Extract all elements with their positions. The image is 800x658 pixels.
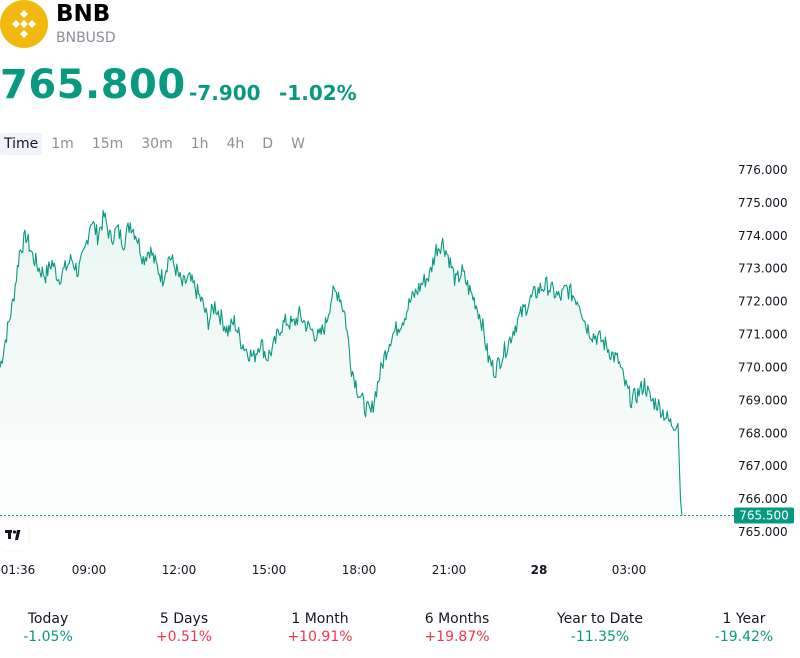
x-tick-label: 15:00: [252, 563, 287, 577]
period-1-month[interactable]: 1 Month +10.91%: [260, 611, 380, 645]
y-tick-label: 774.000: [738, 229, 788, 243]
timeframe-30m[interactable]: 30m: [141, 136, 173, 152]
period-value: +10.91%: [287, 629, 353, 645]
price-area-fill: [0, 210, 682, 516]
x-tick-label: 12:00: [162, 563, 197, 577]
timeframe-4h[interactable]: 4h: [226, 136, 245, 152]
y-tick-label: 766.000: [738, 492, 788, 506]
tradingview-mark: [5, 530, 21, 540]
period-label: 5 Days: [159, 611, 209, 627]
x-tick-label: 18:00: [342, 563, 377, 577]
period-1-year[interactable]: 1 Year -19.42%: [684, 611, 800, 645]
period-value: +0.51%: [155, 629, 213, 645]
price-change: -7.900: [189, 81, 261, 105]
tradingview-logo-icon[interactable]: [0, 520, 28, 550]
period-label: 6 Months: [424, 611, 490, 627]
x-tick-label: 21:00: [432, 563, 467, 577]
last-price: 765.800: [0, 62, 186, 108]
y-tick-label: 772.000: [738, 295, 788, 309]
period-5-days[interactable]: 5 Days +0.51%: [124, 611, 244, 645]
y-tick-label: 768.000: [738, 426, 788, 440]
bnb-logo-glyph: [12, 10, 36, 38]
timeframe-15m[interactable]: 15m: [91, 136, 124, 152]
price-chart[interactable]: 776.000 775.000 774.000 773.000 772.000 771.0…: [0, 160, 800, 590]
y-tick-label: 770.000: [738, 360, 788, 374]
x-tick-label: 01:36: [1, 563, 36, 577]
period-6-months[interactable]: 6 Months +19.87%: [397, 611, 517, 645]
period-value: -19.42%: [714, 629, 774, 645]
symbol-pair: BNBUSD: [56, 30, 116, 46]
period-label: 1 Year: [722, 611, 766, 627]
period-label: Today: [27, 611, 69, 627]
y-tick-label: 769.000: [738, 393, 788, 407]
y-tick-label: 765.000: [738, 525, 788, 539]
x-tick-label: 09:00: [72, 563, 107, 577]
symbol-name: BNB: [56, 1, 111, 27]
y-tick-label: 771.000: [738, 328, 788, 342]
timeframe-time[interactable]: Time: [0, 133, 43, 155]
y-tick-label: 767.000: [738, 459, 788, 473]
price-change-percent: -1.02%: [279, 81, 357, 105]
period-label: 1 Month: [291, 611, 349, 627]
price-line: [0, 209, 683, 516]
timeframe-1m[interactable]: 1m: [51, 136, 74, 152]
timeframe-1h[interactable]: 1h: [190, 136, 209, 152]
last-price-badge: [734, 507, 794, 524]
timeframe-toolbar: Time 1m 15m 30m 1h 4h D W: [0, 132, 314, 156]
y-tick-label: 776.000: [738, 163, 788, 177]
x-tick-label: 28: [531, 563, 548, 577]
period-label: Year to Date: [556, 611, 644, 627]
period-value: -1.05%: [23, 629, 73, 645]
y-tick-label: 773.000: [738, 262, 788, 276]
timeframe-d[interactable]: D: [262, 136, 274, 152]
x-tick-label: 03:00: [612, 563, 647, 577]
period-value: -11.35%: [570, 629, 630, 645]
timeframe-w[interactable]: W: [291, 136, 305, 152]
period-value: +19.87%: [424, 629, 490, 645]
period-today[interactable]: Today -1.05%: [0, 611, 108, 645]
period-year-to-date[interactable]: Year to Date -11.35%: [540, 611, 660, 645]
bnb-logo-icon: [0, 0, 48, 48]
last-price-badge-label: 765.500: [739, 509, 789, 523]
y-tick-label: 775.000: [738, 196, 788, 210]
